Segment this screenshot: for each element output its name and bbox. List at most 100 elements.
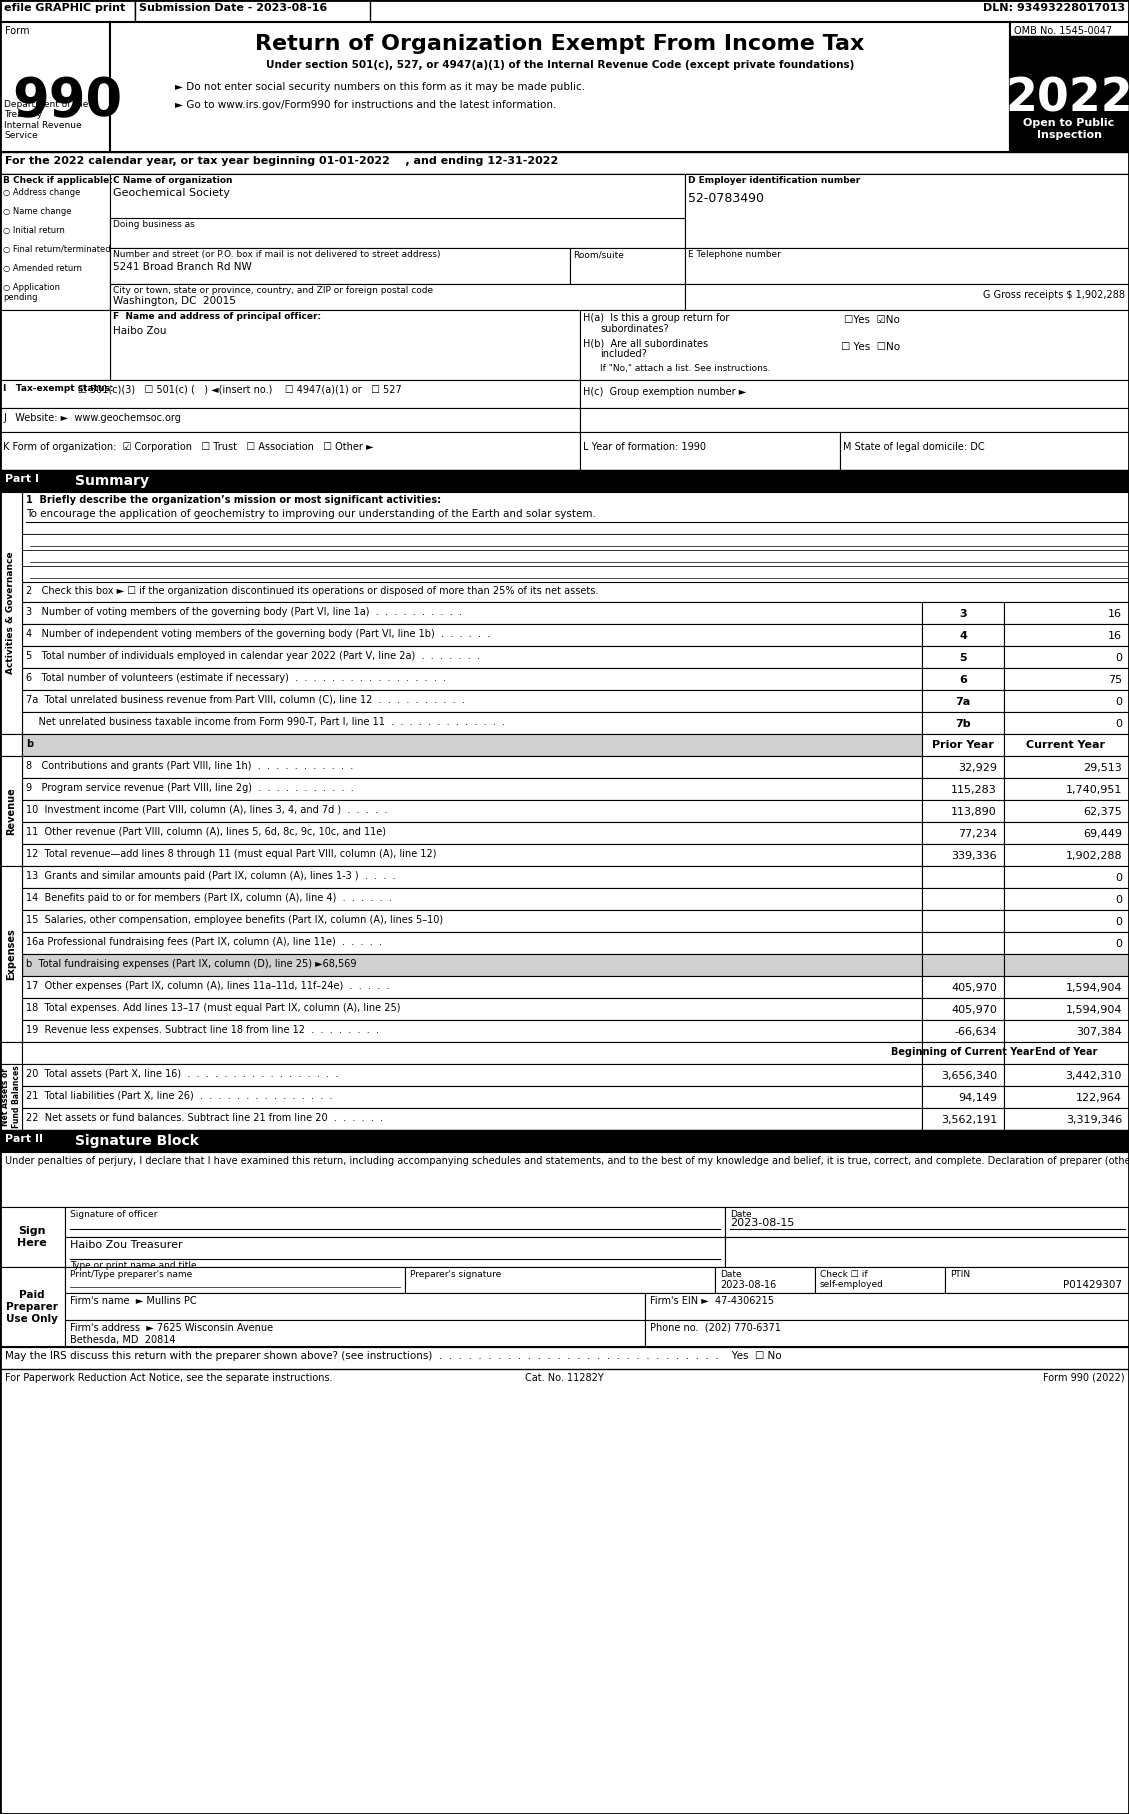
Bar	[922, 822, 1004, 844]
Text: 16: 16	[1108, 631, 1122, 640]
Bar	[110, 218, 685, 249]
Bar	[110, 22, 1010, 152]
Text: 77,234: 77,234	[959, 829, 997, 840]
Bar	[685, 249, 1129, 285]
Bar	[725, 1237, 1129, 1266]
Bar	[1004, 1041, 1129, 1065]
Text: 0: 0	[1115, 718, 1122, 729]
Bar	[21, 689, 922, 713]
Text: F  Name and address of principal officer:: F Name and address of principal officer:	[113, 312, 321, 321]
Bar	[0, 310, 110, 379]
Bar	[922, 1019, 1004, 1041]
Bar	[0, 1266, 65, 1348]
Bar	[922, 646, 1004, 668]
Bar	[922, 954, 1004, 976]
Bar	[21, 865, 922, 889]
Bar	[0, 492, 21, 735]
Text: 3   Number of voting members of the governing body (Part VI, line 1a)  .  .  .  : 3 Number of voting members of the govern…	[26, 608, 462, 617]
Bar	[922, 800, 1004, 822]
Text: ☑ 501(c)(3)   ☐ 501(c) (   ) ◄(insert no.)    ☐ 4947(a)(1) or   ☐ 527: ☑ 501(c)(3) ☐ 501(c) ( ) ◄(insert no.) ☐…	[78, 385, 402, 394]
Bar	[0, 756, 21, 865]
Text: Activities & Governance: Activities & Governance	[7, 551, 16, 675]
Bar	[110, 174, 685, 310]
Text: I   Tax-exempt status:: I Tax-exempt status:	[3, 385, 114, 394]
Text: ○ Address change: ○ Address change	[3, 189, 80, 198]
Bar	[1004, 911, 1129, 932]
Text: 13  Grants and similar amounts paid (Part IX, column (A), lines 1-3 )  .  .  .  : 13 Grants and similar amounts paid (Part…	[26, 871, 395, 882]
Text: 5: 5	[960, 653, 966, 662]
Text: Check ☐ if
self-employed: Check ☐ if self-employed	[820, 1270, 884, 1290]
Text: ☐ Yes  ☐No: ☐ Yes ☐No	[841, 343, 900, 352]
Text: 0: 0	[1115, 873, 1122, 883]
Text: Haibo Zou: Haibo Zou	[113, 327, 166, 336]
Bar	[21, 713, 922, 735]
Bar	[0, 1206, 65, 1266]
Bar	[0, 1065, 21, 1130]
Text: 3,562,191: 3,562,191	[940, 1116, 997, 1125]
Text: 29,513: 29,513	[1083, 764, 1122, 773]
Bar	[0, 379, 580, 408]
Text: 0: 0	[1115, 940, 1122, 949]
Text: Net unrelated business taxable income from Form 990-T, Part I, line 11  .  .  . : Net unrelated business taxable income fr…	[26, 717, 505, 727]
Text: Expenses: Expenses	[6, 929, 16, 980]
Text: 1,594,904: 1,594,904	[1066, 1005, 1122, 1016]
Bar	[21, 932, 922, 954]
Text: Form: Form	[5, 25, 29, 36]
Bar	[1004, 1019, 1129, 1041]
Text: Haibo Zou Treasurer: Haibo Zou Treasurer	[70, 1241, 183, 1250]
Bar	[1004, 668, 1129, 689]
Bar	[1004, 713, 1129, 735]
Text: ☐Yes  ☑No: ☐Yes ☑No	[844, 316, 900, 325]
Bar	[0, 735, 21, 756]
Text: 69,449: 69,449	[1083, 829, 1122, 840]
Bar	[922, 889, 1004, 911]
Bar	[580, 432, 840, 470]
Bar	[0, 470, 1129, 492]
Text: 1,902,288: 1,902,288	[1066, 851, 1122, 862]
Text: ○ Name change: ○ Name change	[3, 207, 71, 216]
Bar	[405, 1266, 715, 1293]
Text: Revenue: Revenue	[6, 787, 16, 834]
Text: DLN: 93493228017013: DLN: 93493228017013	[983, 4, 1124, 13]
Bar	[1004, 822, 1129, 844]
Bar	[1004, 844, 1129, 865]
Text: Cat. No. 11282Y: Cat. No. 11282Y	[525, 1373, 603, 1382]
Text: May the IRS discuss this return with the preparer shown above? (see instructions: May the IRS discuss this return with the…	[5, 1351, 781, 1360]
Text: H(c)  Group exemption number ►: H(c) Group exemption number ►	[583, 386, 746, 397]
Text: ○ Application
pending: ○ Application pending	[3, 283, 60, 303]
Text: 0: 0	[1115, 697, 1122, 707]
Bar	[1004, 1087, 1129, 1108]
Bar	[21, 735, 922, 756]
Text: J   Website: ►  www.geochemsoc.org: J Website: ► www.geochemsoc.org	[3, 414, 181, 423]
Text: 9   Program service revenue (Part VIII, line 2g)  .  .  .  .  .  .  .  .  .  .  : 9 Program service revenue (Part VIII, li…	[26, 784, 353, 793]
Text: H(b)  Are all subordinates: H(b) Are all subordinates	[583, 337, 708, 348]
Text: 52-0783490: 52-0783490	[688, 192, 764, 205]
Bar	[922, 1087, 1004, 1108]
Bar	[1004, 865, 1129, 889]
Text: 17  Other expenses (Part IX, column (A), lines 11a–11d, 11f–24e)  .  .  .  .  .: 17 Other expenses (Part IX, column (A), …	[26, 981, 390, 990]
Bar	[21, 1108, 922, 1130]
Bar	[21, 1041, 922, 1065]
Text: B Check if applicable:: B Check if applicable:	[3, 176, 113, 185]
Text: ► Do not enter social security numbers on this form as it may be made public.: ► Do not enter social security numbers o…	[175, 82, 585, 93]
Text: Date: Date	[730, 1210, 752, 1219]
Text: Bethesda, MD  20814: Bethesda, MD 20814	[70, 1335, 175, 1344]
Bar	[922, 844, 1004, 865]
Text: 2023-08-16: 2023-08-16	[720, 1281, 777, 1290]
Text: Form 990 (2022): Form 990 (2022)	[1043, 1373, 1124, 1382]
Bar	[110, 310, 580, 379]
Text: 10  Investment income (Part VIII, column (A), lines 3, 4, and 7d )  .  .  .  .  : 10 Investment income (Part VIII, column …	[26, 805, 387, 814]
Bar	[1004, 954, 1129, 976]
Text: Geochemical Society: Geochemical Society	[113, 189, 230, 198]
Text: E Telephone number: E Telephone number	[688, 250, 781, 259]
Text: Net Assets or
Fund Balances: Net Assets or Fund Balances	[1, 1065, 20, 1128]
Bar	[815, 1266, 945, 1293]
Text: OMB No. 1545-0047: OMB No. 1545-0047	[1014, 25, 1112, 36]
Text: D Employer identification number: D Employer identification number	[688, 176, 860, 185]
Text: Paid
Preparer
Use Only: Paid Preparer Use Only	[6, 1290, 58, 1324]
Text: 122,964: 122,964	[1076, 1094, 1122, 1103]
Text: 339,336: 339,336	[952, 851, 997, 862]
Text: 14  Benefits paid to or for members (Part IX, column (A), line 4)  .  .  .  .  .: 14 Benefits paid to or for members (Part…	[26, 892, 392, 903]
Text: Room/suite: Room/suite	[574, 250, 624, 259]
Text: Number and street (or P.O. box if mail is not delivered to street address): Number and street (or P.O. box if mail i…	[113, 250, 440, 259]
